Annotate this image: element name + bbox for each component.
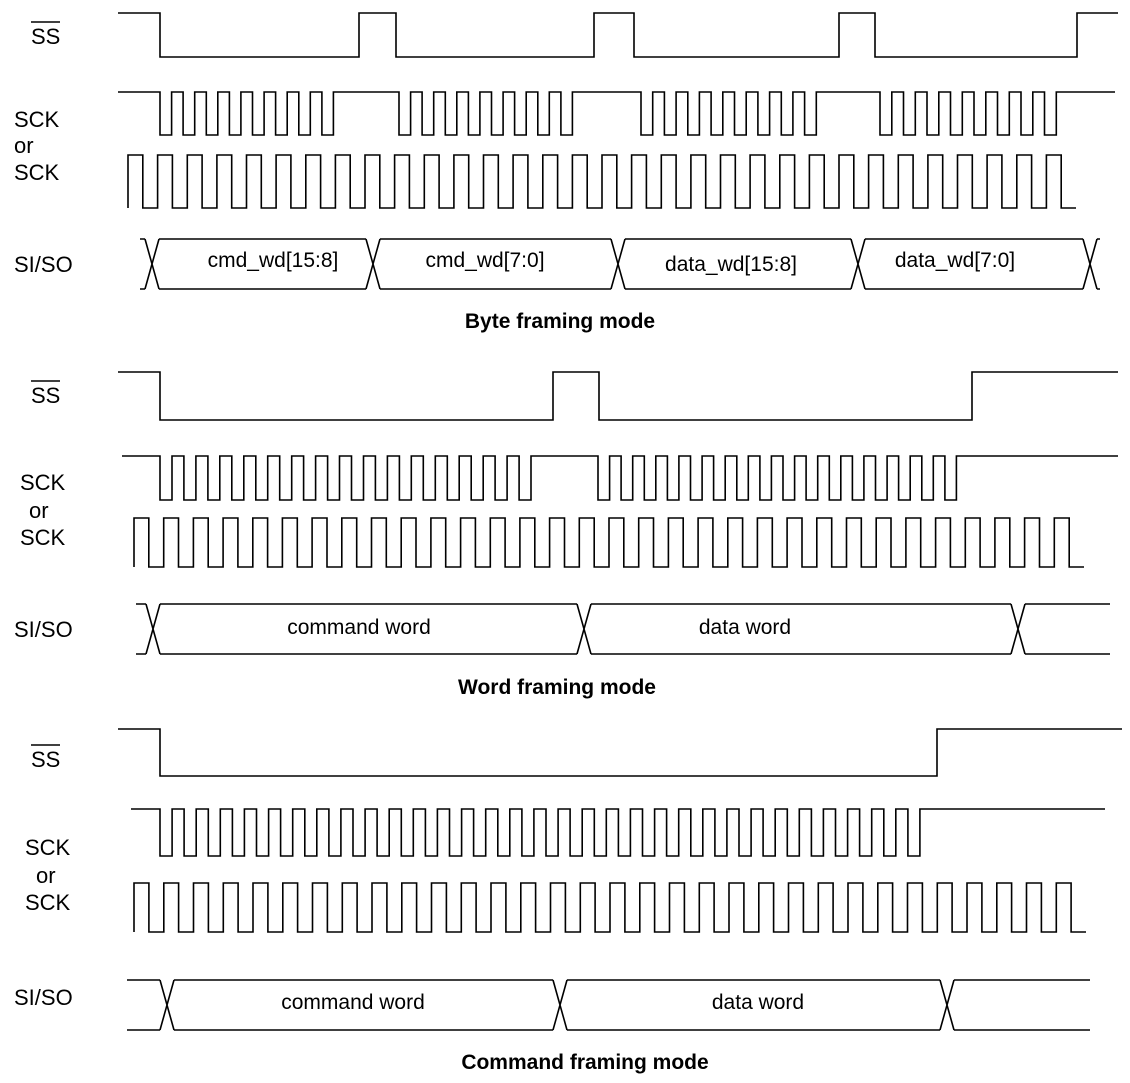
- bus-line: [865, 238, 1083, 290]
- panel-command-framing: SS SCK or SCK SI/SO command word data wo…: [14, 728, 1122, 1074]
- bus-label: SI/SO: [14, 617, 73, 642]
- ss-label: SS: [31, 747, 60, 772]
- or-label: or: [36, 863, 56, 888]
- bus-field: data_wd[15:8]: [665, 253, 797, 276]
- sck-waveform: [122, 455, 1118, 501]
- panel-caption: Byte framing mode: [465, 310, 655, 333]
- bus-transition: [850, 238, 866, 290]
- bus-transition: [552, 979, 568, 1031]
- bus-field: cmd_wd[7:0]: [425, 249, 544, 272]
- bus-field: data word: [699, 616, 791, 639]
- bus-line: [160, 603, 577, 655]
- bus-line: [174, 979, 553, 1031]
- bus-field: command word: [287, 616, 431, 639]
- ss-label: SS: [31, 383, 60, 408]
- sck-waveform: [131, 808, 1105, 857]
- bus-transition: [610, 238, 626, 290]
- bus-line: [380, 238, 611, 290]
- sck-inverted-label: SCK: [25, 890, 71, 915]
- sck-waveform: [118, 91, 1115, 136]
- bus-label: SI/SO: [14, 252, 73, 277]
- bus-field: cmd_wd[15:8]: [208, 249, 339, 272]
- bus-field: data word: [712, 991, 804, 1014]
- bus-line: [1025, 603, 1110, 655]
- or-label: or: [14, 133, 34, 158]
- bus-field: data_wd[7:0]: [895, 249, 1015, 272]
- bus-transition: [1082, 238, 1098, 290]
- bus-transition: [365, 238, 381, 290]
- sck-inverted-label: SCK: [20, 525, 66, 550]
- bus-waveform: [140, 238, 1100, 290]
- ss-waveform: [118, 12, 1118, 58]
- panel-word-framing: SS SCK or SCK SI/SO command word data wo…: [14, 371, 1118, 699]
- sck-label: SCK: [14, 107, 60, 132]
- sck-inverted-waveform: [127, 154, 1076, 209]
- bus-waveform: [136, 603, 1110, 655]
- bus-line: [140, 238, 145, 290]
- bus-line: [567, 979, 940, 1031]
- panel-byte-framing: SS SCK or SCK SI/SO cmd_wd[15:8] cmd_wd[…: [14, 12, 1118, 333]
- bus-transition: [939, 979, 955, 1031]
- bus-line: [159, 238, 366, 290]
- panel-caption: Word framing mode: [458, 676, 656, 699]
- bus-transition: [145, 603, 161, 655]
- bus-transition: [1010, 603, 1026, 655]
- bus-transition: [144, 238, 160, 290]
- sck-inverted-waveform: [133, 882, 1086, 933]
- bus-line: [591, 603, 1011, 655]
- bus-waveform: [127, 979, 1090, 1031]
- bus-line: [625, 238, 851, 290]
- bus-line: [954, 979, 1090, 1031]
- bus-field: command word: [281, 991, 425, 1014]
- bus-line: [127, 979, 160, 1031]
- bus-line: [136, 603, 146, 655]
- sck-label: SCK: [25, 835, 71, 860]
- ss-waveform: [118, 728, 1122, 777]
- bus-transition: [159, 979, 175, 1031]
- bus-transition: [576, 603, 592, 655]
- sck-inverted-waveform: [133, 517, 1084, 568]
- ss-waveform: [118, 371, 1118, 421]
- bus-line: [1097, 238, 1100, 290]
- panel-caption: Command framing mode: [461, 1051, 708, 1074]
- or-label: or: [29, 498, 49, 523]
- bus-label: SI/SO: [14, 985, 73, 1010]
- ss-label: SS: [31, 24, 60, 49]
- sck-inverted-label: SCK: [14, 160, 60, 185]
- sck-label: SCK: [20, 470, 66, 495]
